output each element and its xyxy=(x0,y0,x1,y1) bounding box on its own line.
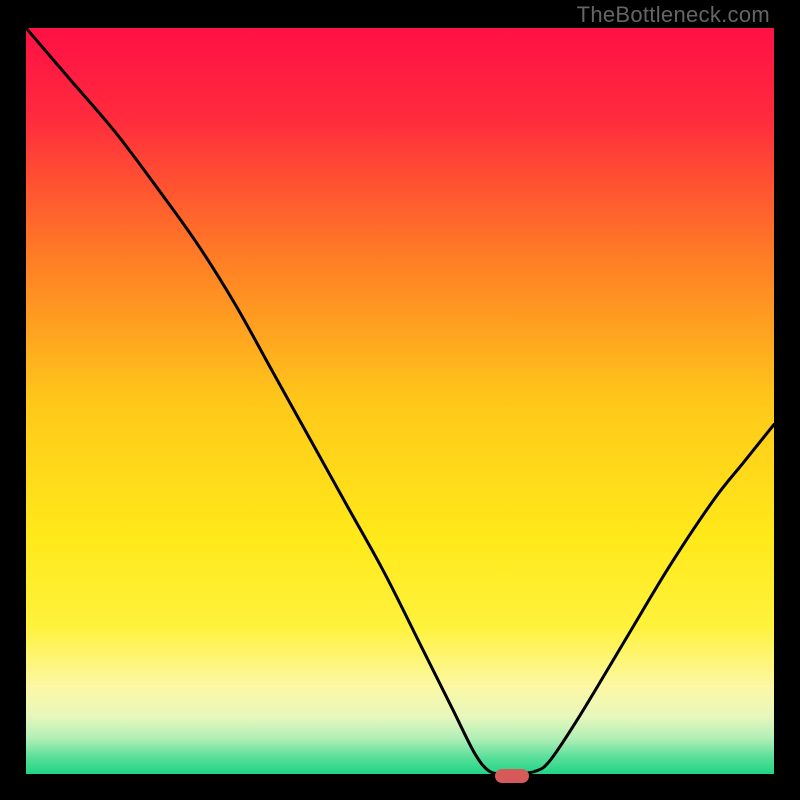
plot-area xyxy=(26,28,774,776)
chart-frame: TheBottleneck.com xyxy=(0,0,800,800)
optimum-marker xyxy=(495,769,529,783)
x-axis-baseline xyxy=(26,774,774,776)
watermark-text: TheBottleneck.com xyxy=(577,2,770,28)
bottleneck-curve xyxy=(26,28,774,776)
